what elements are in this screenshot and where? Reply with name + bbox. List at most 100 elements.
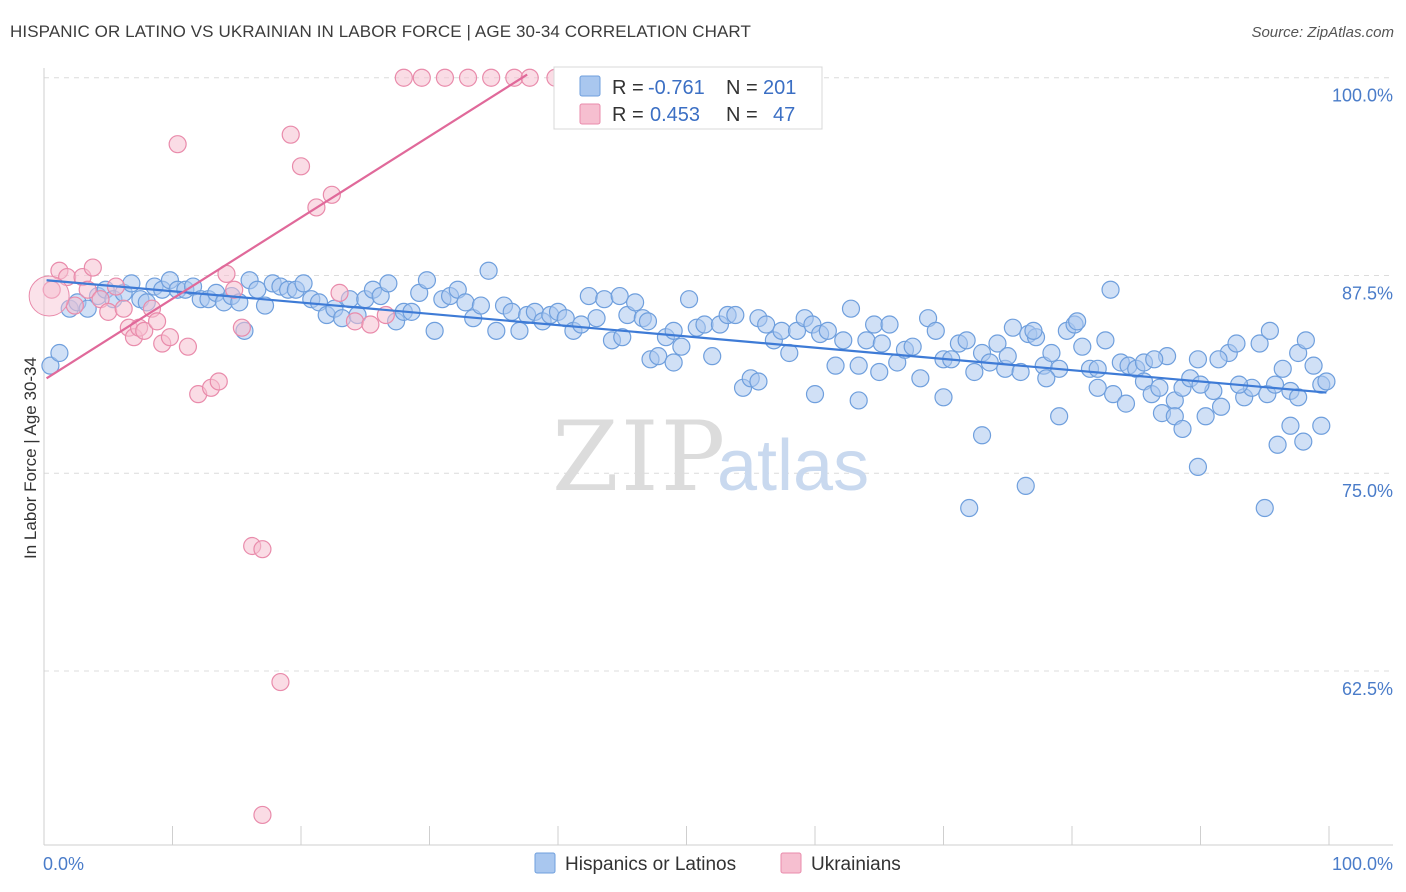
- point-0-171: [749, 372, 768, 391]
- point-0-81: [672, 337, 691, 356]
- point-0-197: [960, 498, 979, 518]
- point-0-143: [1150, 378, 1169, 397]
- point-1-35: [345, 312, 365, 331]
- point-0-57: [487, 321, 506, 340]
- trend-lines: [45, 73, 1327, 394]
- legend-n-value-0: 201: [763, 77, 796, 99]
- y-tick-label-1: 87.5%: [1342, 283, 1393, 303]
- point-0-177: [998, 347, 1017, 366]
- point-0-53: [456, 293, 475, 312]
- axes: [43, 68, 1393, 846]
- point-0-27: [255, 296, 275, 315]
- point-0-187: [1173, 419, 1192, 439]
- point-0-135: [1088, 359, 1107, 378]
- point-0-151: [1211, 397, 1231, 416]
- point-1-40: [435, 68, 455, 87]
- bottom-legend-swatch-ukrainian: [780, 852, 802, 874]
- legend-n-value-1: 47: [773, 104, 795, 126]
- point-0-162: [1296, 331, 1315, 350]
- point-1-28: [253, 540, 272, 559]
- point-0-149: [1196, 407, 1215, 426]
- watermark: ZIP atlas: [552, 401, 869, 513]
- point-0-104: [849, 356, 868, 375]
- point-1-6: [83, 258, 102, 277]
- x-tick-left: 0.0%: [43, 854, 84, 874]
- point-0-92: [757, 315, 776, 334]
- point-1-31: [291, 157, 311, 176]
- point-0-95: [780, 343, 799, 363]
- point-0-69: [579, 286, 598, 306]
- point-0-193: [1281, 416, 1300, 435]
- point-0-158: [1265, 375, 1285, 394]
- point-0-70: [587, 309, 606, 328]
- point-0-59: [502, 302, 521, 321]
- point-0-71: [595, 290, 614, 309]
- point-1-38: [394, 68, 413, 87]
- point-0-137: [1104, 385, 1123, 404]
- point-0-165: [1317, 372, 1336, 391]
- point-0-159: [1273, 359, 1292, 378]
- point-0-148: [1188, 350, 1208, 369]
- point-0-85: [703, 347, 722, 366]
- point-0-129: [1042, 343, 1061, 363]
- legend-r-label-1: R =: [612, 104, 644, 126]
- point-0-191: [1260, 321, 1279, 340]
- point-0-169: [638, 312, 658, 331]
- point-1-36: [361, 315, 380, 334]
- point-1-39: [412, 68, 431, 87]
- legend-r-label-0: R =: [612, 77, 644, 99]
- point-0-68: [572, 315, 591, 334]
- point-0-100: [818, 321, 837, 340]
- point-0-199: [1255, 498, 1274, 518]
- point-0-75: [625, 293, 645, 312]
- point-0-179: [1037, 369, 1056, 388]
- point-0-114: [926, 321, 945, 340]
- point-0-184: [1145, 350, 1164, 369]
- point-0-103: [841, 299, 861, 318]
- point-1-33: [322, 185, 341, 204]
- point-0-163: [1304, 356, 1323, 375]
- bottom-legend-label-hispanic: Hispanics or Latinos: [565, 854, 736, 875]
- point-0-73: [610, 286, 629, 306]
- point-1-10: [114, 299, 133, 318]
- point-0-26: [248, 280, 267, 299]
- point-0-198: [1188, 457, 1208, 477]
- point-0-32: [294, 274, 313, 293]
- point-1-14: [135, 321, 154, 340]
- point-0-9: [122, 274, 141, 293]
- series-legend: Hispanics or Latinos Ukrainians: [534, 852, 901, 875]
- point-0-107: [872, 334, 891, 353]
- legend-r-value-0: -0.761: [648, 77, 705, 99]
- y-axis-label: In Labor Force | Age 30-34: [21, 357, 40, 559]
- point-1-41: [458, 68, 478, 87]
- point-1-20: [178, 337, 198, 356]
- y-tick-label-3: 62.5%: [1342, 679, 1393, 699]
- point-1-19: [168, 135, 187, 154]
- point-0-195: [1312, 416, 1331, 435]
- point-0-176: [972, 426, 992, 445]
- point-0-133: [1073, 337, 1092, 356]
- point-0-196: [1016, 476, 1035, 495]
- x-tick-right: 100.0%: [1332, 854, 1393, 874]
- point-1-34: [330, 283, 349, 302]
- series-hispanic: [41, 261, 1336, 518]
- legend-swatch-hispanic: [579, 75, 601, 97]
- trend-line-0: [46, 279, 1327, 394]
- point-0-125: [1011, 362, 1030, 382]
- point-0-189: [1209, 350, 1228, 369]
- point-0-82: [679, 290, 699, 309]
- point-0-181: [1088, 378, 1107, 397]
- point-1-8: [99, 302, 118, 321]
- legend-n-label-1: N =: [726, 104, 758, 126]
- point-ukrainian-cluster: [28, 275, 70, 317]
- point-0-56: [479, 261, 498, 280]
- point-1-23: [209, 372, 228, 391]
- point-0-156: [1250, 334, 1269, 353]
- point-1-42: [482, 68, 501, 87]
- point-0-84: [695, 315, 714, 334]
- point-1-46: [253, 805, 272, 825]
- point-0-60: [510, 321, 529, 340]
- point-0-174: [870, 362, 889, 382]
- point-0-170: [664, 353, 683, 372]
